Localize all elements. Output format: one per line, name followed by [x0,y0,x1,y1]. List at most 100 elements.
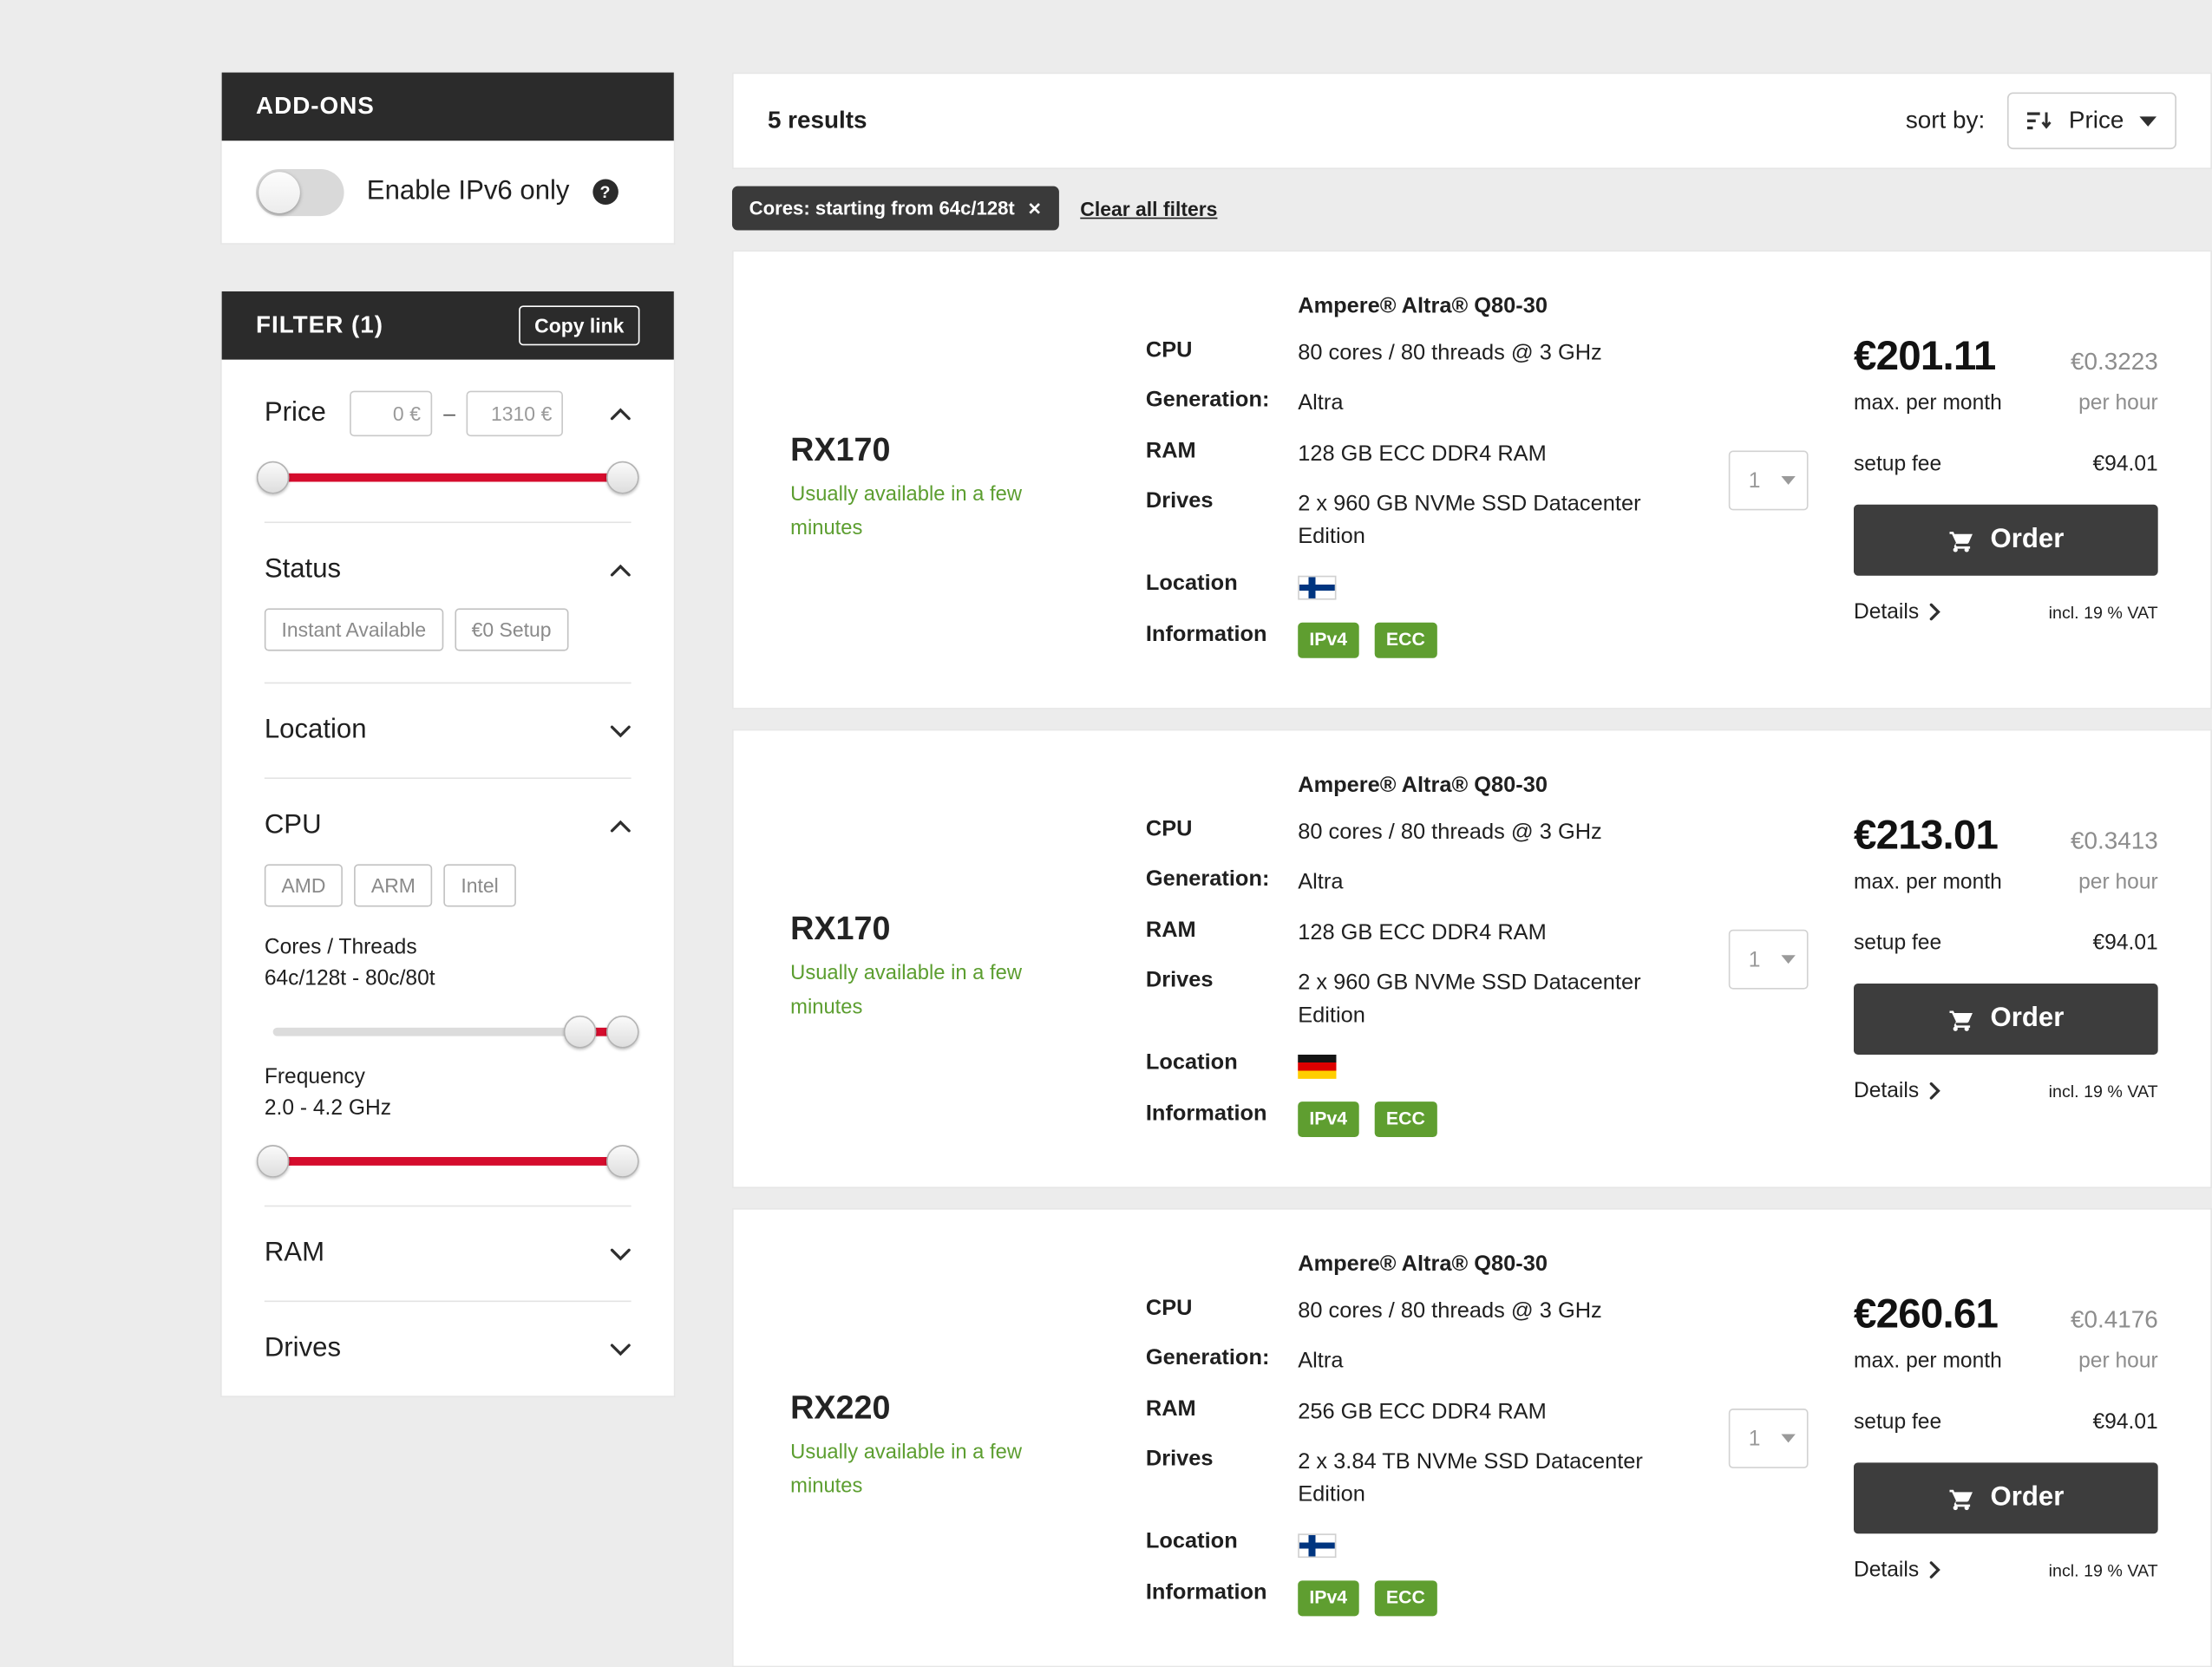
server-name-column: RX220 Usually available in a few minutes [790,1250,1146,1626]
chevron-down-icon[interactable] [610,1247,632,1260]
spec-label-generation: Generation: [1145,867,1270,892]
price-slider-min-handle[interactable] [256,461,290,494]
server-name: RX220 [790,1389,891,1426]
cores-slider[interactable] [272,1015,639,1049]
frequency-range: 2.0 - 4.2 GHz [264,1095,392,1121]
spec-label-location: Location [1145,1529,1238,1554]
price-slider-max-handle[interactable] [605,461,639,494]
setup-fee-label: setup fee [1853,452,1942,476]
ipv4-badge: IPv4 [1298,1580,1359,1616]
spec-label-cpu: CPU [1145,338,1193,363]
frequency-slider-min-handle[interactable] [256,1145,290,1178]
hourly-price: €0.3413 [2070,827,2158,854]
copy-link-button[interactable]: Copy link [519,305,640,346]
server-spec-column: Ampere® Altra® Q80-30 CPU 80 cores / 80 … [1146,291,1693,668]
ipv6-toggle-label: Enable IPv6 only [366,176,570,206]
chevron-right-icon [1929,1560,1940,1579]
quantity-column: 1 [1728,770,1809,1147]
chevron-down-icon[interactable] [610,724,632,737]
chevron-down-icon[interactable] [610,1343,632,1356]
availability-text: Usually available in a few minutes [790,483,1022,540]
status-chip-instant[interactable]: Instant Available [264,608,443,651]
caret-down-icon [1781,1434,1796,1443]
active-filter-chip[interactable]: Cores: starting from 64c/128t ✕ [731,186,1059,231]
server-card: RX170 Usually available in a few minutes… [731,729,2212,1189]
cpu-model-title: Ampere® Altra® Q80-30 [1298,1252,1548,1277]
server-name-column: RX170 Usually available in a few minutes [790,770,1146,1147]
quantity-value: 1 [1748,1426,1761,1451]
frequency-slider[interactable] [256,1145,639,1178]
vat-note: incl. 19 % VAT [2048,1081,2158,1102]
price-max-input[interactable]: 1310 € [467,390,564,437]
price-inputs: 0 € – 1310 € [350,390,564,437]
order-button[interactable]: Order [1853,1462,2158,1534]
pricing-column: €213.01 €0.3413 max. per month per hour … [1853,770,2158,1147]
setup-fee-label: setup fee [1853,931,1942,956]
cpu-model-title: Ampere® Altra® Q80-30 [1298,773,1548,798]
status-chip-zero-setup[interactable]: €0 Setup [454,608,569,651]
price-range-dash: – [443,401,455,426]
spec-label-drives: Drives [1145,1447,1214,1472]
server-name: RX170 [790,909,891,947]
price-min-input[interactable]: 0 € [350,390,433,437]
server-list: RX170 Usually available in a few minutes… [731,250,2212,1667]
quantity-select[interactable]: 1 [1728,929,1809,990]
cpu-chip-arm[interactable]: ARM [354,864,433,907]
setup-fee-value: €94.01 [2092,452,2158,476]
ipv4-badge: IPv4 [1298,1101,1359,1137]
cart-icon [1947,526,1974,553]
order-button-label: Order [1990,1003,2065,1034]
spec-value-cpu: 80 cores / 80 threads @ 3 GHz [1298,341,1602,366]
quantity-select[interactable]: 1 [1728,1409,1809,1468]
filter-body: Price 0 € – 1310 € [222,360,674,1396]
order-button[interactable]: Order [1853,504,2158,576]
location-section-label: Location [264,715,367,745]
quantity-value: 1 [1748,947,1761,972]
quantity-select[interactable]: 1 [1728,450,1809,511]
spec-value-ram: 256 GB ECC DDR4 RAM [1298,1400,1547,1424]
per-hour-label: per hour [2078,1349,2158,1374]
monthly-price: €260.61 [1853,1291,1999,1338]
sort-dropdown[interactable]: Price [2007,92,2177,150]
price-slider[interactable] [256,461,639,494]
ecc-badge: ECC [1374,1580,1437,1616]
cpu-chip-amd[interactable]: AMD [264,864,344,907]
chevron-up-icon[interactable] [610,563,632,577]
details-link[interactable]: Details [1854,1558,1940,1582]
cpu-chip-intel[interactable]: Intel [443,864,516,907]
details-link[interactable]: Details [1854,1079,1940,1103]
caret-down-icon [1781,955,1796,964]
spec-label-drives: Drives [1145,968,1214,993]
per-hour-label: per hour [2078,869,2158,894]
order-button[interactable]: Order [1853,984,2158,1055]
details-link[interactable]: Details [1854,600,1940,624]
sort-value: Price [2068,106,2124,134]
frequency-slider-max-handle[interactable] [605,1145,639,1178]
quantity-column: 1 [1728,291,1809,668]
status-section-label: Status [264,554,342,585]
order-button-label: Order [1990,1482,2065,1513]
server-name-column: RX170 Usually available in a few minutes [790,291,1146,668]
spec-value-generation: Altra [1298,1349,1344,1374]
monthly-price: €201.11 [1853,334,1996,380]
max-per-month-label: max. per month [1853,1349,2002,1374]
spec-label-location: Location [1145,1050,1238,1075]
addons-panel: ADD-ONS Enable IPv6 only ? [220,72,676,245]
help-icon[interactable]: ? [592,179,618,205]
active-filter-chip-label: Cores: starting from 64c/128t [749,197,1015,219]
clear-all-filters-link[interactable]: Clear all filters [1080,196,1218,220]
close-icon[interactable]: ✕ [1027,198,1043,219]
frequency-label: Frequency [264,1064,365,1089]
ipv6-toggle[interactable] [255,168,344,216]
cart-icon [1947,1485,1974,1512]
ipv4-badge: IPv4 [1298,622,1359,658]
chevron-up-icon[interactable] [610,407,632,421]
addons-header: ADD-ONS [221,72,674,141]
availability-text: Usually available in a few minutes [790,962,1022,1019]
hourly-price: €0.3223 [2070,348,2158,376]
pricing-column: €260.61 €0.4176 max. per month per hour … [1853,1250,2158,1626]
cores-slider-min-handle[interactable] [564,1015,598,1049]
chevron-up-icon[interactable] [610,819,632,833]
filter-section-status: Status Instant Available €0 Setup [264,523,632,684]
cores-slider-max-handle[interactable] [605,1015,639,1049]
